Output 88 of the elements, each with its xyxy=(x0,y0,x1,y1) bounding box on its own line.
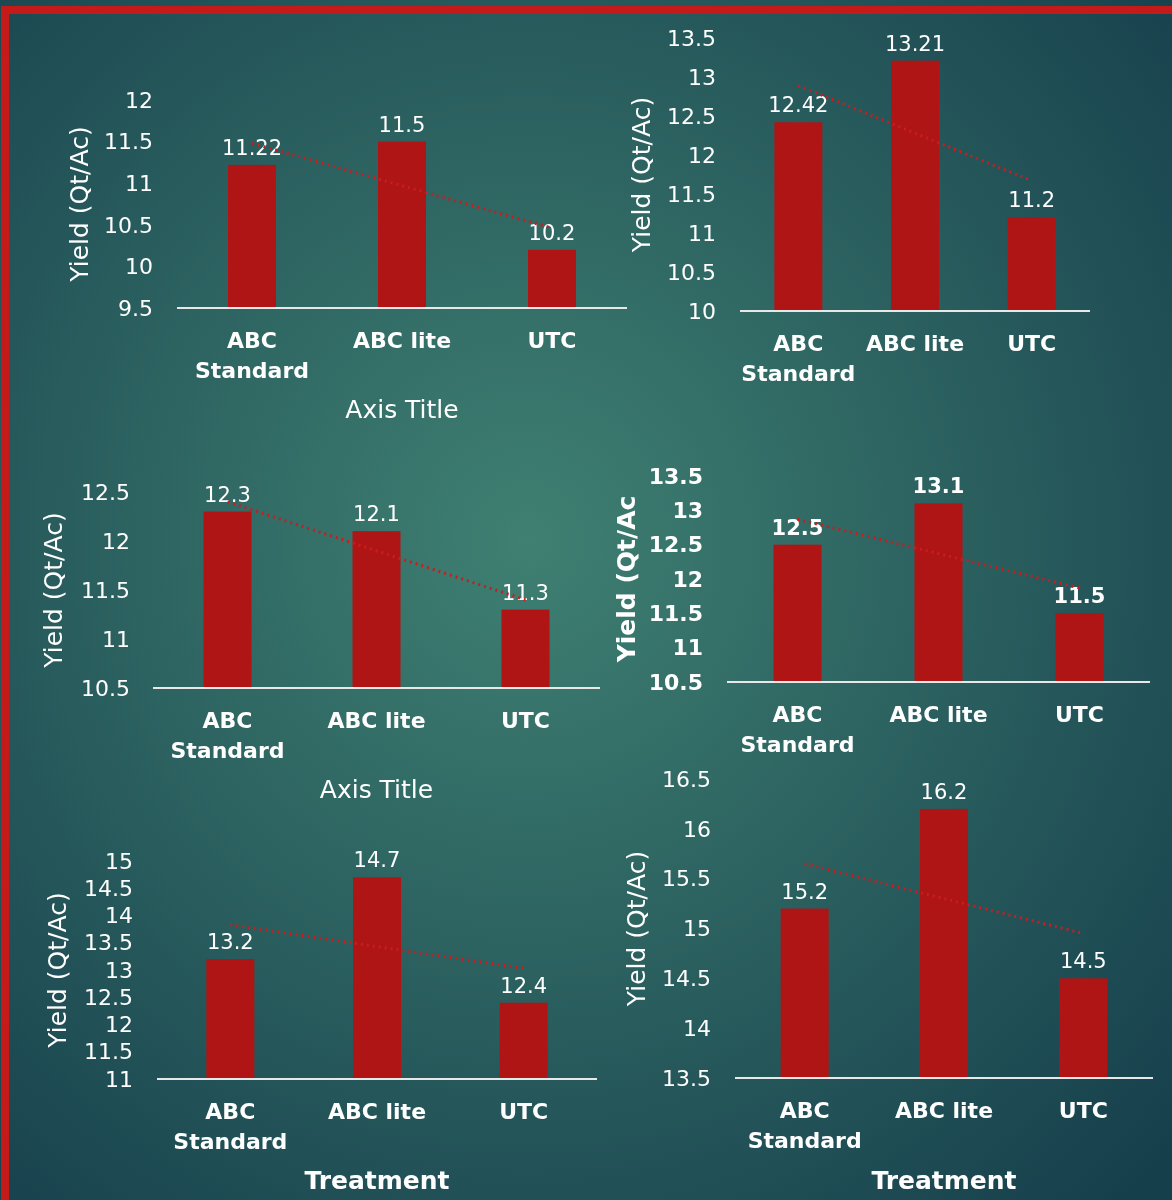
y-tick-label: 9.5 xyxy=(118,295,153,321)
y-tick-label: 12.5 xyxy=(84,984,133,1010)
data-label: 13.21 xyxy=(884,31,946,56)
y-tick-label: 14 xyxy=(105,903,133,929)
y-tick-label: 12 xyxy=(105,1012,133,1038)
y-tick-label: 11 xyxy=(125,170,153,196)
x-tick-label: UTC xyxy=(1058,1098,1108,1123)
y-tick-label: 15 xyxy=(105,848,133,874)
y-tick-label: 13 xyxy=(105,957,133,983)
y-tick-label: 11.5 xyxy=(648,601,703,627)
data-label: 14.7 xyxy=(353,848,401,873)
x-axis-title: Treatment xyxy=(871,1165,1017,1195)
y-tick-label: 12.5 xyxy=(648,532,703,558)
data-label: 15.2 xyxy=(781,879,829,904)
x-tick-label: ABC lite xyxy=(327,1099,427,1124)
y-tick-label: 13 xyxy=(672,498,703,524)
data-label: 10.2 xyxy=(528,220,576,245)
y-tick-label: 13.5 xyxy=(648,463,703,489)
y-axis-title: Yield (Qt/Ac) xyxy=(627,96,656,254)
y-axis-title: Yield (Qt/Ac) xyxy=(65,126,94,283)
x-tick-label: ABC Standard xyxy=(194,328,310,383)
y-tick-label: 13.5 xyxy=(84,930,133,956)
y-tick-label: 11 xyxy=(688,220,716,246)
data-label: 11.5 xyxy=(1053,584,1106,609)
y-tick-label: 11.5 xyxy=(81,577,130,603)
y-tick-label: 16 xyxy=(683,816,711,842)
x-tick-label: ABC Standard xyxy=(747,1098,862,1153)
x-axis-title: Axis Title xyxy=(345,394,459,424)
x-tick-label: ABC lite xyxy=(327,708,426,733)
data-label: 14.5 xyxy=(1059,949,1107,974)
y-tick-label: 11 xyxy=(672,635,703,661)
y-tick-label: 16.5 xyxy=(662,766,711,792)
y-tick-label: 15.5 xyxy=(662,866,711,892)
data-label: 11.22 xyxy=(221,135,283,160)
x-axis-title: Treatment xyxy=(304,1165,450,1195)
y-tick-label: 12 xyxy=(672,566,703,592)
y-tick-label: 11 xyxy=(102,626,130,652)
x-tick-label: UTC xyxy=(527,328,577,353)
y-tick-label: 11 xyxy=(105,1066,133,1092)
data-label: 13.2 xyxy=(206,930,254,955)
data-label: 11.2 xyxy=(1008,188,1056,213)
data-label: 12.42 xyxy=(768,93,829,118)
x-tick-label: ABC lite xyxy=(894,1098,994,1123)
y-axis-title: Yield (Qt/Ac) xyxy=(39,512,68,669)
y-tick-label: 12.5 xyxy=(667,103,716,129)
y-tick-label: 12 xyxy=(688,142,716,168)
x-tick-label: ABC Standard xyxy=(741,331,856,386)
data-label: 12.3 xyxy=(204,482,251,507)
y-tick-label: 12 xyxy=(125,87,153,113)
y-tick-label: 14.5 xyxy=(662,966,711,992)
x-tick-label: UTC xyxy=(1054,702,1105,727)
x-tick-label: ABC lite xyxy=(889,702,988,727)
data-label: 11.5 xyxy=(378,112,426,137)
y-axis-title: Yield (Qt/Ac) xyxy=(43,892,72,1049)
data-label: 12.1 xyxy=(353,502,400,527)
y-tick-label: 13.5 xyxy=(662,1065,711,1091)
x-tick-label: ABC Standard xyxy=(740,702,855,757)
y-tick-label: 10 xyxy=(688,298,716,324)
x-tick-label: UTC xyxy=(500,708,551,733)
y-tick-label: 10.5 xyxy=(81,675,130,701)
x-tick-label: ABC Standard xyxy=(170,708,285,763)
data-label: 12.4 xyxy=(500,973,548,998)
y-axis-title: Yield (Qt/Ac) xyxy=(622,850,651,1008)
x-tick-label: UTC xyxy=(499,1099,549,1124)
y-tick-label: 10.5 xyxy=(667,259,716,285)
x-axis-title: Axis Title xyxy=(319,774,434,804)
y-tick-label: 13.5 xyxy=(667,25,716,51)
y-tick-label: 12.5 xyxy=(81,479,130,505)
data-label: 12.5 xyxy=(771,515,824,540)
y-tick-label: 11.5 xyxy=(84,1039,133,1065)
y-tick-label: 14 xyxy=(683,1015,711,1041)
data-label: 11.3 xyxy=(502,580,549,605)
x-tick-label: ABC Standard xyxy=(173,1099,288,1154)
y-tick-label: 10.5 xyxy=(104,212,153,238)
x-tick-label: ABC lite xyxy=(352,328,452,353)
x-tick-label: ABC lite xyxy=(865,331,965,356)
data-label: 13.1 xyxy=(912,474,965,499)
y-tick-label: 11.5 xyxy=(104,129,153,155)
y-tick-label: 12 xyxy=(102,528,130,554)
y-tick-label: 11.5 xyxy=(667,181,716,207)
data-label: 16.2 xyxy=(920,779,968,804)
x-tick-label: UTC xyxy=(1007,331,1057,356)
y-tick-label: 10 xyxy=(125,254,153,280)
y-tick-label: 15 xyxy=(683,916,711,942)
y-tick-label: 10.5 xyxy=(648,669,703,695)
y-tick-label: 13 xyxy=(688,64,716,90)
y-tick-label: 14.5 xyxy=(84,875,133,901)
y-axis-title: Yield (Qt/Ac xyxy=(612,495,641,664)
